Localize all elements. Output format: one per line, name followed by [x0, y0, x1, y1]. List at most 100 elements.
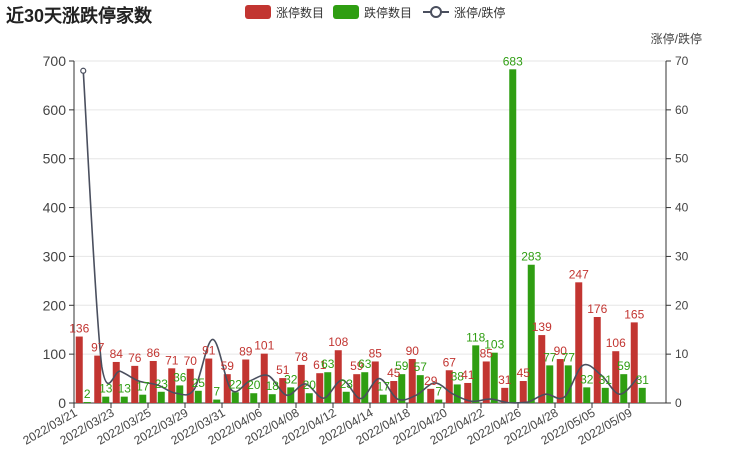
data-label-limit-down: 20 — [247, 378, 261, 392]
data-label-limit-down: 22 — [229, 377, 243, 391]
bars — [75, 69, 646, 403]
data-label-limit-up: 45 — [387, 366, 401, 380]
bar-limit-up — [575, 282, 583, 403]
data-label-limit-down: 2 — [84, 387, 91, 401]
bar-limit-down — [324, 372, 332, 403]
bar-limit-down — [583, 387, 591, 403]
right-tick-label: 0 — [675, 396, 682, 410]
bar-limit-down — [546, 365, 554, 403]
data-label-limit-up: 136 — [69, 322, 89, 336]
legend: 涨停数目 跌停数目 涨停/跌停 — [245, 5, 505, 20]
left-tick-label: 500 — [43, 151, 67, 167]
data-label-limit-up: 106 — [606, 336, 626, 350]
data-label-limit-up: 90 — [406, 344, 420, 358]
right-tick-label: 50 — [675, 152, 689, 166]
bar-limit-down — [601, 387, 609, 403]
data-label-limit-down: 31 — [636, 373, 650, 387]
data-label-limit-up: 59 — [350, 359, 364, 373]
data-label-limit-up: 165 — [624, 307, 644, 321]
bar-limit-up — [94, 355, 102, 403]
data-label-limit-down: 13 — [99, 382, 113, 396]
bar-limit-up — [538, 335, 546, 403]
data-label-limit-down: 32 — [580, 372, 594, 386]
bar-limit-down — [213, 399, 221, 403]
data-label-limit-up: 61 — [313, 358, 327, 372]
data-label-limit-down: 13 — [118, 382, 132, 396]
bar-limit-up — [556, 359, 564, 403]
data-label-limit-up: 90 — [554, 344, 568, 358]
data-label-limit-up: 67 — [443, 355, 457, 369]
left-tick-label: 700 — [43, 53, 67, 69]
chart-title: 近30天涨跌停家数 — [6, 5, 153, 26]
data-label-limit-up: 29 — [424, 374, 438, 388]
data-label-limit-up: 108 — [328, 335, 348, 349]
bar-limit-up — [408, 359, 416, 403]
data-label-limit-down: 77 — [562, 350, 576, 364]
bar-limit-up — [445, 370, 453, 403]
left-tick-label: 300 — [43, 248, 67, 264]
data-label-limit-down: 17 — [377, 380, 391, 394]
bar-limit-up — [75, 336, 83, 403]
bar-limit-down — [157, 391, 165, 403]
data-label-limit-up: 31 — [498, 373, 512, 387]
data-label-limit-down: 683 — [503, 54, 523, 68]
grid — [74, 60, 666, 355]
data-label-limit-down: 38 — [451, 369, 465, 383]
bar-limit-down — [305, 393, 313, 403]
bar-limit-up — [353, 374, 361, 403]
left-tick-label: 600 — [43, 102, 67, 118]
data-label-limit-up: 71 — [165, 353, 179, 367]
bar-limit-down — [398, 374, 406, 403]
bar-limit-up — [519, 381, 527, 403]
left-tick-label: 400 — [43, 200, 67, 216]
data-label-limit-down: 63 — [358, 357, 372, 371]
bar-limit-up — [316, 373, 324, 403]
bar-limit-up — [501, 387, 509, 403]
data-labels: 1362971384137617862371367025917592289201… — [69, 54, 649, 401]
data-label-limit-down: 103 — [484, 338, 504, 352]
bar-limit-down — [83, 402, 91, 403]
bar-limit-down — [527, 264, 535, 403]
data-label-limit-down: 63 — [321, 357, 335, 371]
data-label-limit-down: 18 — [266, 379, 280, 393]
data-label-limit-up: 247 — [569, 267, 589, 281]
data-label-limit-up: 101 — [254, 339, 274, 353]
right-tick-label: 30 — [675, 249, 689, 263]
data-label-limit-down: 31 — [599, 373, 613, 387]
bar-limit-up — [464, 382, 472, 403]
ratio-line-path — [82, 70, 639, 404]
data-label-limit-down: 36 — [173, 370, 187, 384]
legend-label: 跌停数目 — [364, 5, 412, 20]
data-label-limit-up: 78 — [295, 350, 309, 364]
legend-swatch — [333, 5, 359, 19]
data-label-limit-down: 283 — [521, 250, 541, 264]
data-label-limit-down: 23 — [340, 377, 354, 391]
right-tick-label: 10 — [675, 347, 689, 361]
bar-limit-up — [205, 358, 213, 403]
data-label-limit-down: 7 — [435, 385, 442, 399]
data-label-limit-down: 32 — [284, 372, 298, 386]
bar-limit-down — [102, 396, 110, 403]
bar-limit-up — [168, 368, 176, 403]
bar-limit-down — [231, 392, 239, 403]
ratio-point — [80, 67, 87, 74]
bar-limit-down — [120, 396, 128, 403]
bar-limit-down — [416, 375, 424, 403]
bar-limit-up — [112, 361, 120, 403]
bar-limit-up — [223, 374, 231, 403]
data-label-limit-up: 97 — [91, 341, 105, 355]
bar-limit-up — [334, 350, 342, 403]
data-label-limit-up: 176 — [587, 302, 607, 316]
data-label-limit-down: 118 — [466, 330, 485, 344]
right-tick-label: 20 — [675, 298, 689, 312]
data-label-limit-up: 45 — [517, 366, 531, 380]
legend-swatch — [245, 5, 271, 19]
right-tick-label: 70 — [675, 54, 689, 68]
left-tick-label: 200 — [43, 297, 67, 313]
bar-limit-up — [242, 359, 250, 403]
data-label-limit-down: 7 — [213, 385, 220, 399]
data-label-limit-down: 57 — [414, 360, 428, 374]
data-label-limit-up: 84 — [110, 347, 124, 361]
